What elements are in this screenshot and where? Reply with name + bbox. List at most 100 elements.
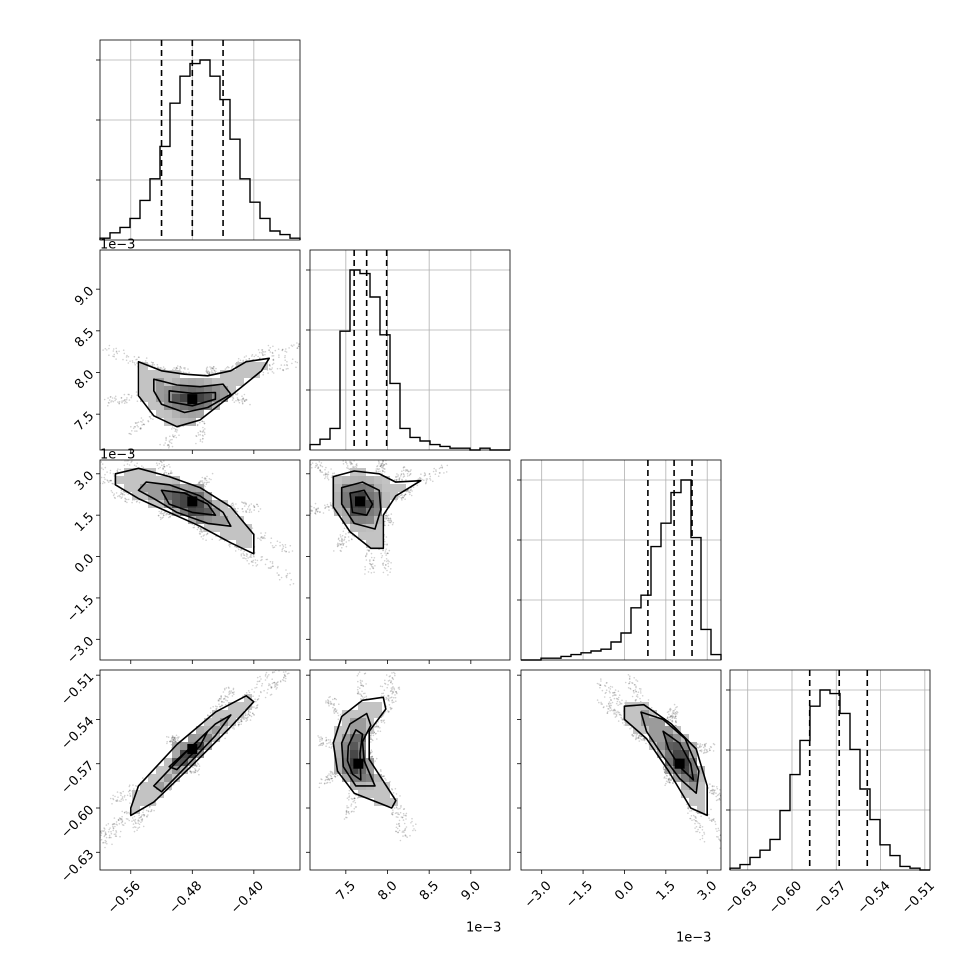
scatter-point (315, 509, 318, 511)
scatter-point (219, 706, 222, 708)
scatter-point (183, 367, 185, 369)
scatter-point (405, 479, 407, 481)
scatter-point (241, 501, 243, 503)
scatter-point (107, 831, 110, 833)
scatter-point (342, 460, 345, 462)
scatter-point (203, 431, 206, 434)
density-cell (358, 766, 366, 774)
scatter-point (240, 720, 243, 723)
scatter-point (208, 371, 211, 373)
axes-frame (99, 249, 301, 451)
scatter-point (106, 471, 108, 473)
scatter-point (383, 722, 386, 724)
scatter-point (385, 674, 388, 676)
scatter-point (175, 436, 178, 439)
scatter-point (140, 821, 142, 824)
scatter-point (140, 417, 143, 419)
scatter-point (269, 684, 271, 686)
scatter-point (202, 438, 204, 440)
scatter-point (324, 474, 327, 476)
scatter-point (286, 360, 288, 363)
scatter-point (417, 478, 419, 481)
density-cell (140, 798, 148, 806)
scatter-point (366, 549, 369, 551)
scatter-point (261, 558, 263, 561)
scatter-point (241, 403, 244, 405)
density-cell (156, 410, 164, 418)
scatter-point (355, 466, 358, 469)
scatter-point (385, 463, 388, 465)
scatter-point (264, 696, 267, 699)
density-cell (124, 476, 132, 484)
scatter-point (254, 707, 257, 710)
scatter-point (391, 676, 394, 679)
scatter-point (283, 364, 286, 366)
scatter-point (108, 828, 110, 831)
scatter-point (377, 730, 379, 732)
scatter-point (288, 672, 290, 675)
density-cell (374, 790, 382, 798)
scatter-point (229, 690, 231, 692)
scatter-point (223, 697, 226, 700)
density-cell (228, 718, 236, 726)
scatter-point (673, 712, 675, 715)
scatter-point (126, 498, 128, 501)
scatter-point (382, 465, 384, 467)
scatter-point (175, 428, 177, 431)
scatter-point (131, 820, 133, 822)
scatter-point (135, 465, 137, 468)
scatter-point (112, 400, 115, 403)
scatter-point (173, 367, 175, 369)
scatter-point (244, 714, 246, 716)
scatter-point (354, 806, 357, 808)
density-cell (124, 484, 132, 492)
scatter-point (370, 755, 372, 758)
density-cell (156, 500, 164, 508)
scatter-point (109, 472, 112, 474)
scatter-point (311, 466, 313, 469)
scatter-point (205, 477, 207, 480)
scatter-point (229, 545, 231, 548)
scatter-point (267, 567, 270, 569)
scatter-point (261, 536, 263, 538)
scatter-point (316, 465, 318, 467)
scatter-point (404, 470, 407, 472)
scatter-point (364, 568, 367, 571)
scatter-point (385, 564, 387, 566)
scatter-point (314, 512, 317, 514)
scatter-point (384, 468, 386, 470)
scatter-point (380, 462, 383, 465)
scatter-point (115, 492, 118, 494)
scatter-point (264, 537, 266, 540)
scatter-point (390, 520, 393, 523)
scatter-point (268, 683, 270, 685)
scatter-point (640, 692, 642, 694)
scatter-point (348, 468, 351, 471)
scatter-point (245, 355, 247, 357)
scatter-point (108, 344, 111, 347)
scatter-point (178, 434, 180, 437)
scatter-point (372, 734, 375, 737)
scatter-point (98, 462, 100, 464)
scatter-point (368, 550, 370, 552)
scatter-point (395, 668, 397, 670)
scatter-point (205, 370, 208, 373)
scatter-point (380, 456, 382, 458)
scatter-point (237, 360, 239, 363)
scatter-point (131, 430, 133, 432)
scatter-point (235, 510, 238, 512)
scatter-point (194, 769, 197, 771)
scatter-point (184, 368, 186, 370)
scatter-point (371, 755, 374, 758)
scatter-point (78, 460, 80, 462)
scatter-point (388, 521, 390, 523)
scatter-point (325, 745, 327, 747)
scatter-point (301, 349, 303, 351)
scatter-point (266, 677, 268, 679)
scatter-point (171, 472, 173, 474)
scatter-point (397, 831, 399, 833)
density-cell (220, 710, 228, 718)
scatter-point (325, 700, 327, 702)
scatter-point (110, 479, 112, 482)
scatter-point (201, 431, 204, 433)
